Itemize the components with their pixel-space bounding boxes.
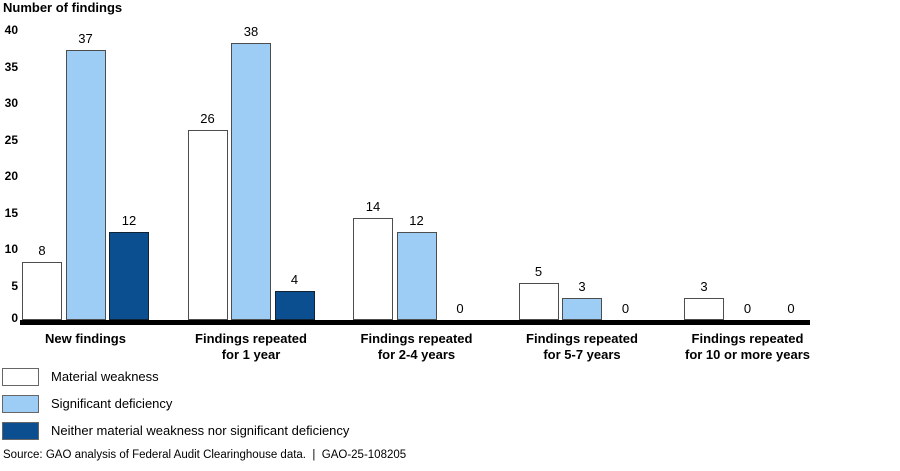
legend-swatch [2,421,39,440]
legend-label: Significant deficiency [51,396,173,411]
bar-value-label: 37 [78,31,93,46]
bar [22,262,62,320]
legend-swatch [2,367,39,386]
bar [518,283,559,320]
legend-swatch [2,394,39,413]
legend-item: Material weakness [2,367,349,386]
category-label: Findings repeated for 10 or more years [684,331,810,363]
category-label: Findings repeated for 1 year [195,331,307,363]
bar-value-label: 0 [743,301,752,316]
y-axis-tick-label: 25 [4,132,18,147]
bar [684,298,724,320]
x-axis-line [20,320,810,325]
plot-area: 0 5 10 15 20 25 30 35 40 8 37 12 New findings 26 38 4 Fi… [4,23,810,362]
chart-title: Number of findings [3,0,123,15]
bar [109,232,149,320]
category-label: Findings repeated for 2-4 years [360,331,473,363]
legend-label: Material weakness [51,369,159,384]
bar-value-label: 0 [621,301,630,316]
y-axis-tick-label: 35 [4,59,18,74]
y-axis-tick-label: 5 [11,278,18,293]
bar-value-label: 5 [534,264,543,279]
bar [65,50,106,320]
y-axis-tick-label: 0 [11,311,18,325]
bar-value-label: 12 [409,213,424,228]
bar-value-label: 4 [290,272,299,287]
y-axis-tick-label: 40 [4,23,18,37]
y-axis-tick-label: 30 [4,96,18,110]
bar-value-label: 14 [365,199,381,214]
bar [231,43,271,320]
bar-value-label: 0 [787,301,795,316]
legend-item: Neither material weakness nor significan… [2,421,349,440]
bar-value-label: 38 [243,24,259,39]
legend-item: Significant deficiency [2,394,349,413]
source-note: Source: GAO analysis of Federal Audit Cl… [3,449,407,461]
bar-value-label: 0 [456,301,464,316]
bar-value-label: 3 [578,279,586,294]
bar [396,232,437,320]
legend: Material weakness Significant deficiency N… [2,367,349,448]
y-axis-tick-label: 10 [4,242,18,256]
bar [187,130,228,320]
category-label: New findings [45,331,126,346]
legend-label: Neither material weakness nor significan… [51,423,350,438]
y-axis-tick-label: 15 [4,205,18,220]
bar [562,298,602,320]
category-label: Findings repeated for 5-7 years [526,331,638,363]
bar-value-label: 8 [38,243,46,258]
bar-value-label: 3 [700,279,708,294]
y-axis-tick-label: 20 [4,169,18,183]
bar [353,218,393,320]
bar-value-label: 12 [121,213,137,228]
bar [274,291,315,320]
bar-value-label: 26 [200,111,215,126]
